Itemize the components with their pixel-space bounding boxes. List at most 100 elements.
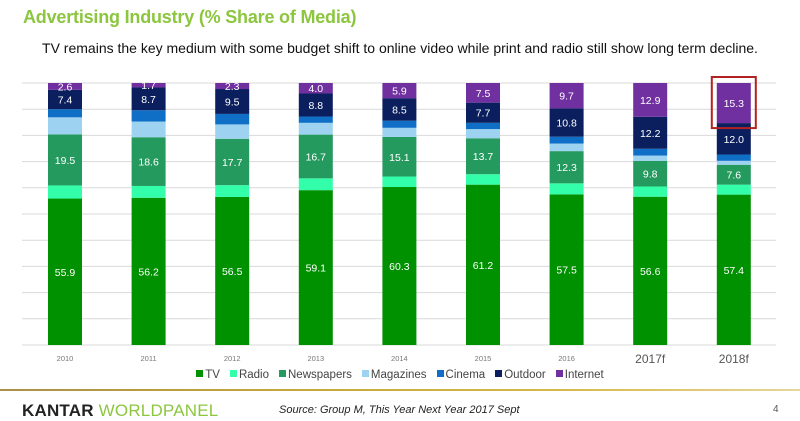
data-label-outdoor-2010: 7.4 [58, 95, 73, 107]
bar-segment-internet-2018f [716, 83, 751, 124]
data-label-tv-2014: 60.3 [389, 261, 410, 273]
bar-segment-radio-2011 [131, 185, 166, 198]
logo-kantar: KANTAR [22, 401, 94, 420]
data-label-outdoor-2016: 10.8 [556, 118, 577, 130]
bar-segment-radio-2010 [48, 185, 82, 199]
legend-label: Magazines [370, 369, 427, 381]
bar-segment-outdoor-2012 [215, 89, 250, 114]
bar-segment-newspapers-2014 [382, 136, 417, 177]
legend-swatch [495, 370, 503, 377]
bar-segment-tv-2012 [215, 196, 250, 345]
bar-segment-newspapers-2013 [298, 134, 333, 179]
data-label-newspapers-2012: 17.7 [222, 157, 243, 169]
bar-segment-tv-2016 [549, 194, 584, 345]
bar-segment-cinema-2014 [382, 120, 417, 128]
bar-segment-cinema-2011 [131, 110, 166, 122]
bar-segment-tv-2013 [298, 190, 333, 345]
legend-swatch [361, 370, 369, 377]
data-label-tv-2011: 56.2 [138, 266, 159, 278]
data-label-internet-2011: 1.7 [141, 80, 156, 92]
data-label-outdoor-2018f: 12.0 [724, 134, 745, 146]
bar-segment-internet-2013 [298, 83, 333, 94]
bar-segment-radio-2014 [382, 176, 417, 188]
bar-segment-magazines-2014 [382, 127, 417, 137]
data-label-internet-2017f: 12.9 [640, 95, 661, 107]
bar-segment-internet-2015 [466, 83, 500, 103]
bar-segment-newspapers-2015 [466, 138, 500, 175]
bar-segment-newspapers-2016 [549, 151, 584, 184]
bar-segment-tv-2011 [131, 197, 166, 345]
bar-segment-outdoor-2016 [549, 108, 584, 137]
legend-label: Outdoor [504, 369, 546, 381]
source-note: Source: Group M, This Year Next Year 201… [279, 404, 520, 416]
bar-segment-tv-2014 [382, 187, 417, 345]
page-number: 4 [773, 404, 779, 415]
bar-segment-tv-2017f [633, 196, 668, 345]
legend-label: Radio [238, 369, 269, 381]
x-tick-label: 2017f [635, 352, 666, 366]
data-label-internet-2015: 7.5 [476, 88, 491, 100]
x-tick-label: 2016 [558, 354, 575, 363]
bar-segment-internet-2014 [382, 83, 417, 99]
legend-item-internet: Internet [555, 369, 604, 381]
data-label-newspapers-2015: 13.7 [473, 151, 494, 163]
x-tick-label: 2011 [141, 354, 157, 363]
data-label-internet-2018f: 15.3 [724, 98, 745, 110]
bar-segment-internet-2010 [48, 83, 82, 90]
data-labels: 55.9 19.5 7.4 2.6 56.2 18.6 8.7 1.7 56.5 17.7 9.5 2… [55, 80, 744, 279]
legend-item-cinema: Cinema [436, 369, 485, 381]
legend-swatch [436, 370, 444, 377]
bar-segment-cinema-2016 [549, 136, 584, 144]
legend-swatch [279, 370, 286, 377]
data-label-outdoor-2014: 8.5 [392, 105, 407, 117]
data-label-tv-2016: 57.5 [556, 265, 577, 277]
highlight-box-group [710, 76, 757, 130]
bar-segment-magazines-2018f [716, 160, 751, 165]
bar-segment-cinema-2018f [716, 154, 751, 161]
data-label-tv-2017f: 56.6 [640, 266, 661, 278]
bar-segment-internet-2016 [549, 83, 584, 109]
slide-subtitle: TV remains the key medium with some budg… [42, 40, 758, 56]
data-label-tv-2015: 61.2 [473, 260, 494, 272]
bar-segment-magazines-2010 [48, 117, 82, 135]
legend-item-tv: TV [196, 369, 220, 381]
legend-item-magazines: Magazines [361, 369, 427, 381]
bar-segment-magazines-2017f [633, 155, 668, 161]
kantar-worldpanel-logo: KANTAR WORLDPANEL [22, 401, 218, 421]
stacked-bar-chart: 55.9 19.5 7.4 2.6 56.2 18.6 8.7 1.7 56.5 17.7 9.5 2… [22, 76, 776, 366]
bar-segment-outdoor-2015 [466, 102, 500, 123]
bar-segment-cinema-2017f [633, 148, 668, 156]
legend-label: Internet [564, 369, 604, 381]
data-label-tv-2010: 55.9 [55, 267, 76, 279]
legend-swatch [196, 370, 204, 377]
legend-swatch [229, 370, 237, 377]
bar-segment-outdoor-2011 [131, 87, 166, 111]
data-label-newspapers-2018f: 7.6 [726, 170, 741, 182]
data-label-newspapers-2010: 19.5 [55, 155, 76, 167]
x-tick-label: 2014 [391, 354, 408, 363]
bar-segment-magazines-2012 [215, 124, 250, 139]
data-label-internet-2016: 9.7 [559, 91, 574, 103]
data-label-internet-2014: 5.9 [392, 86, 407, 98]
data-label-internet-2013: 4.0 [308, 83, 323, 95]
data-label-newspapers-2013: 16.7 [306, 151, 327, 163]
bar-segment-radio-2017f [633, 186, 668, 197]
bar-segment-radio-2013 [298, 178, 333, 191]
legend-label: Newspapers [288, 369, 352, 381]
slide-title: Advertising Industry (% Share of Media) [23, 7, 357, 27]
legend-swatch [555, 370, 563, 377]
x-tick-label: 2013 [307, 354, 324, 363]
bar-segment-internet-2012 [215, 83, 250, 90]
data-label-newspapers-2017f: 9.8 [643, 169, 658, 181]
data-label-tv-2013: 59.1 [306, 263, 327, 275]
data-label-tv-2012: 56.5 [222, 266, 243, 278]
x-tick-label: 2012 [224, 354, 241, 363]
data-label-newspapers-2011: 18.6 [138, 157, 159, 169]
bar-segment-tv-2015 [466, 184, 500, 345]
x-axis-ticks: 2010 2011 2012 2013 2014 2015 2016 2017f 2018f [57, 352, 750, 366]
bar-segment-radio-2012 [215, 185, 250, 197]
data-label-internet-2012: 2.3 [225, 81, 240, 93]
bar-segment-newspapers-2010 [48, 134, 82, 186]
bar-segment-magazines-2016 [549, 143, 584, 152]
bar-segment-newspapers-2018f [716, 164, 751, 185]
